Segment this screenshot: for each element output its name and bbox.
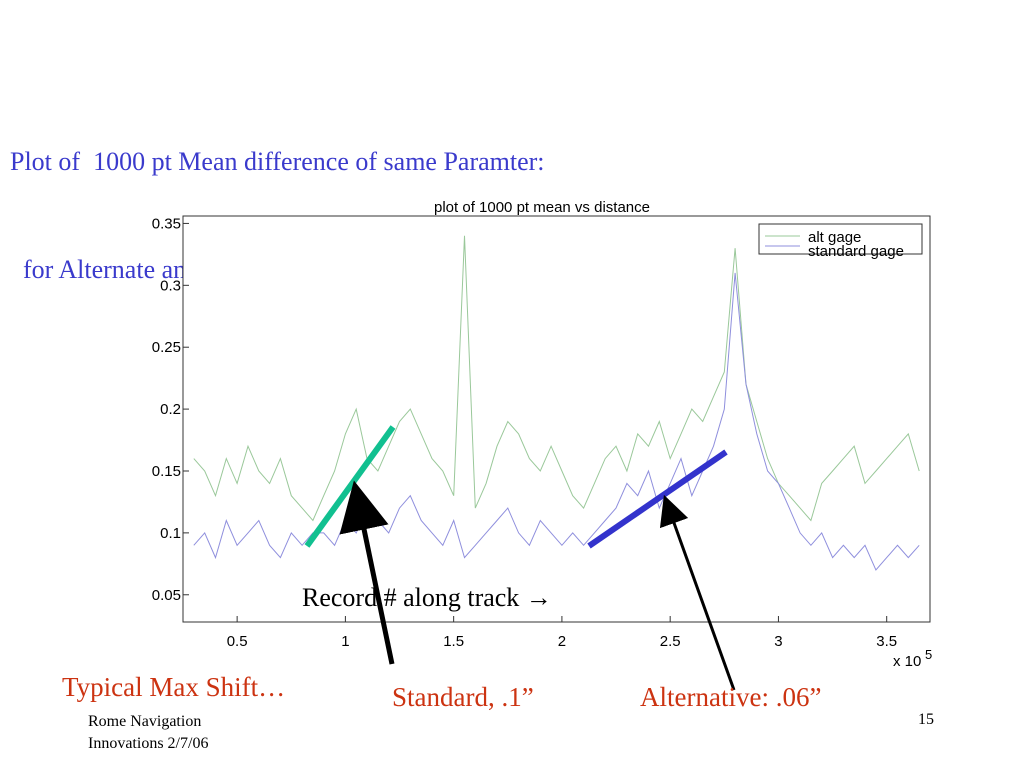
y-tick-label: 0.15 xyxy=(152,463,181,480)
standard-pointer-arrow xyxy=(339,480,395,665)
footer-source: Rome Navigation Innovations 2/7/06 xyxy=(88,711,208,755)
y-tick-label: 0.3 xyxy=(160,277,181,294)
slide-title-line-1: Plot of 1000 pt Mean difference of same … xyxy=(10,147,545,176)
x-tick-label: 1 xyxy=(341,633,349,650)
chart-title: plot of 1000 pt mean vs distance xyxy=(434,199,650,216)
x-tick-label: 3.5 xyxy=(876,633,897,650)
legend-label-alt-gage: alt gage xyxy=(808,229,861,246)
footer-line-2: Innovations 2/7/06 xyxy=(88,735,209,752)
alternative-shift-annotation: Alternative: .06” xyxy=(640,682,822,712)
plot-area xyxy=(182,215,931,623)
legend-box xyxy=(758,223,923,255)
typical-max-shift-annotation: Typical Max Shift… xyxy=(62,672,286,702)
legend: alt gage standard gage xyxy=(758,223,923,260)
x-tick-label: 2 xyxy=(558,633,566,650)
x-multiplier-exponent: 5 xyxy=(925,647,932,662)
y-tick-label: 0.1 xyxy=(160,525,181,542)
y-tick-label: 0.05 xyxy=(152,587,181,604)
y-tick-label: 0.35 xyxy=(152,215,181,232)
x-tick-label: 0.5 xyxy=(227,633,248,650)
series-line-alt-gage xyxy=(193,235,920,522)
page-number: 15 xyxy=(918,711,934,728)
x-multiplier: x 10 5 xyxy=(893,647,932,670)
y-tick-label: 0.25 xyxy=(152,339,181,356)
x-tick-label: 3 xyxy=(774,633,782,650)
alternative-pointer-arrow xyxy=(659,494,736,691)
legend-label-standard-gage: standard gage xyxy=(808,243,904,260)
x-tick-label: 1.5 xyxy=(443,633,464,650)
axis-layer: 0.5 1 1.5 2 2.5 3 3.5 0.05 0.1 0.15 0.2 0.25 0.3 0.35 xyxy=(152,215,897,650)
x-tick-label: 2.5 xyxy=(660,633,681,650)
y-tick-label: 0.2 xyxy=(160,401,181,418)
standard-shift-annotation: Standard, .1” xyxy=(392,682,534,712)
footer-line-1: Rome Navigation xyxy=(88,713,202,730)
record-annotation: Record # along track → xyxy=(302,583,552,612)
alternative-shift-marker xyxy=(587,449,728,549)
x-multiplier-label: x 10 xyxy=(893,653,921,670)
